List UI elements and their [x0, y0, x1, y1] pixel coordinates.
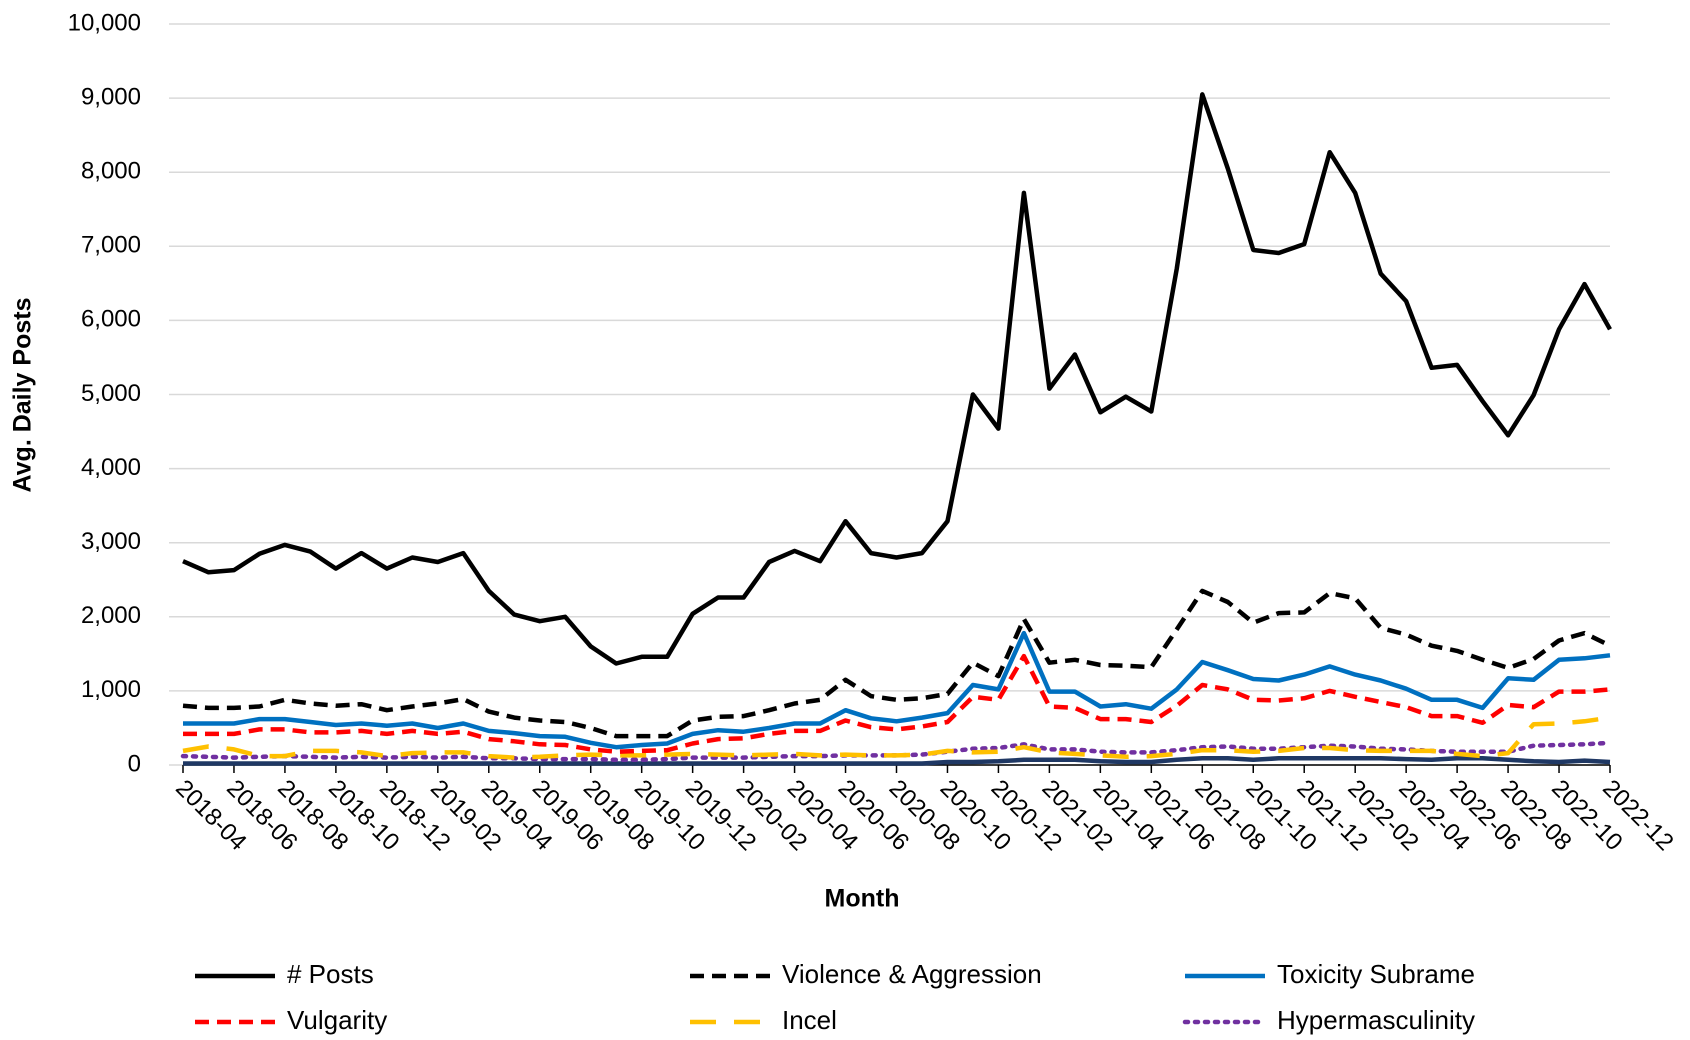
- y-tick-label: 1,000: [81, 676, 141, 703]
- series-line: [182, 92, 1612, 666]
- y-tick-label: 10,000: [68, 9, 141, 36]
- legend-label: Vulgarity: [287, 1005, 387, 1035]
- y-tick-label: 7,000: [81, 232, 141, 259]
- legend-label: Incel: [782, 1005, 837, 1035]
- x-axis-title: Month: [825, 885, 900, 913]
- series-line: [183, 756, 1611, 766]
- y-axis-title: Avg. Daily Posts: [9, 298, 37, 493]
- y-tick-label: 3,000: [81, 528, 141, 555]
- y-tick-label: 4,000: [81, 454, 141, 481]
- y-tick-label: 6,000: [81, 306, 141, 333]
- y-tick-label: 0: [128, 750, 141, 777]
- series-line: [183, 630, 1611, 750]
- series-line: [182, 588, 1611, 739]
- legend-label: Hypermasculinity: [1277, 1005, 1475, 1035]
- y-tick-label: 5,000: [81, 380, 141, 407]
- y-tick-label: 8,000: [81, 158, 141, 185]
- legend-label: # Posts: [287, 959, 374, 989]
- y-tick-label: 2,000: [81, 602, 141, 629]
- y-tick-label: 9,000: [81, 83, 141, 110]
- series-line: [183, 653, 1611, 754]
- legend-label: Violence & Aggression: [782, 959, 1042, 989]
- series-line: [182, 715, 1611, 760]
- legend-label: Toxicity Subrame: [1277, 959, 1475, 989]
